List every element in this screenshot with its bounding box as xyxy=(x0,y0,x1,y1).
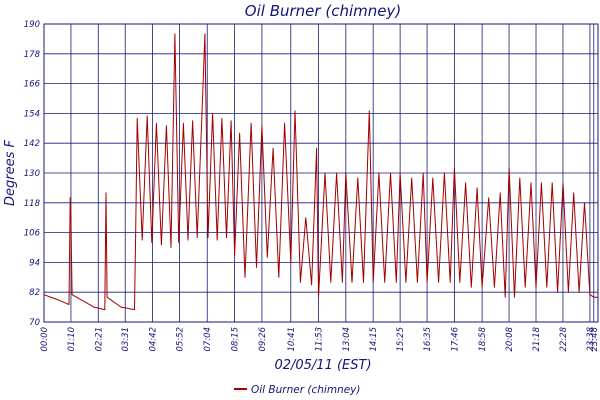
x-tick-label: 04:42 xyxy=(149,327,159,352)
x-tick-label: 14:15 xyxy=(369,327,379,352)
x-tick-labels: 00:00 01:10 02:21 03:31 04:42 05:52 07:04 08:15… xyxy=(40,326,600,351)
x-tick-label: 08:15 xyxy=(231,327,241,352)
x-tick-label: 13:04 xyxy=(342,327,352,352)
y-tick-label: 190 xyxy=(24,20,40,30)
x-tick-label: 10:41 xyxy=(287,327,297,352)
x-tick-label: 09:26 xyxy=(258,326,268,351)
x-tick-label: 18:58 xyxy=(478,326,488,351)
x-tick-label: 17:46 xyxy=(450,326,460,351)
x-axis-label: 02/05/11 (EST) xyxy=(274,358,371,373)
x-tick-label: 05:52 xyxy=(176,327,186,352)
x-tick-label: 07:04 xyxy=(203,327,213,352)
legend: Oil Burner (chimney) xyxy=(234,384,360,396)
x-tick-label: 03:31 xyxy=(121,327,131,352)
y-tick-label: 70 xyxy=(29,318,40,328)
y-tick-label: 142 xyxy=(24,139,40,149)
y-tick-label: 82 xyxy=(29,288,40,298)
x-tick-label: 02:21 xyxy=(94,327,104,352)
y-tick-label: 166 xyxy=(24,80,41,90)
x-tick-label: 16:35 xyxy=(423,327,433,352)
x-tick-label: 21:18 xyxy=(532,326,542,351)
y-tick-label: 154 xyxy=(24,109,40,119)
x-tick-label: 01:10 xyxy=(67,327,77,352)
y-tick-label: 130 xyxy=(24,169,40,179)
y-tick-label: 94 xyxy=(29,258,40,268)
y-tick-label: 178 xyxy=(24,50,41,60)
series-layer xyxy=(43,33,598,311)
series-line xyxy=(43,33,598,311)
x-tick-label: 23:48 xyxy=(590,326,600,351)
x-tick-label: 22:28 xyxy=(559,326,569,351)
x-tick-label: 23:38 xyxy=(586,326,596,351)
x-tick-label: 15:25 xyxy=(396,327,406,352)
plot-frame xyxy=(43,23,599,323)
chart-title: Oil Burner (chimney) xyxy=(245,2,401,20)
y-tick-label: 106 xyxy=(24,229,41,239)
legend-label: Oil Burner (chimney) xyxy=(251,384,360,396)
x-tick-label: 00:00 xyxy=(40,327,50,352)
x-tick-label: 20:08 xyxy=(505,326,515,351)
y-tick-label: 118 xyxy=(24,199,41,209)
y-tick-labels: 70 82 94 106 118 130 142 154 166 178 190 xyxy=(24,20,41,328)
x-tick-label: 11:53 xyxy=(314,327,324,352)
y-axis-label: Degrees F xyxy=(3,139,18,206)
